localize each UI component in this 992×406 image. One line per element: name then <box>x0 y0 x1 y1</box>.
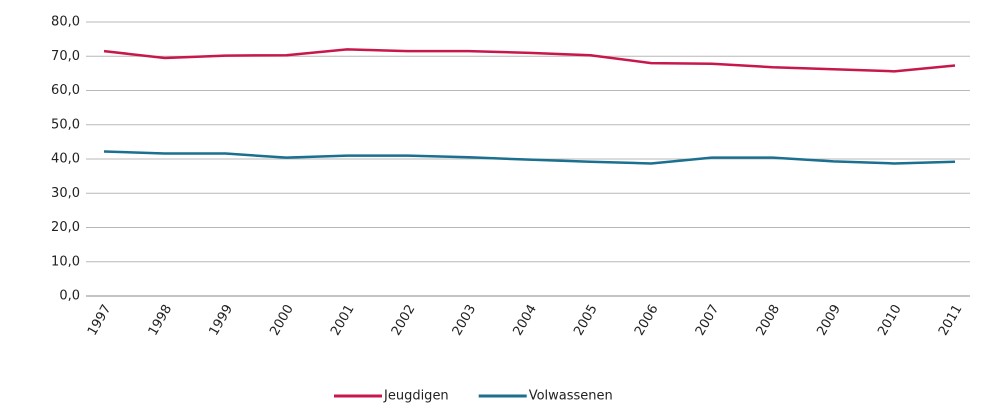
x-tick-label: 2011 <box>936 302 966 338</box>
x-tick-label: 2005 <box>571 302 601 338</box>
x-tick-label: 1999 <box>207 302 237 338</box>
x-tick-label: 1998 <box>146 302 176 338</box>
y-tick-label: 10,0 <box>51 254 80 269</box>
x-tick-label: 2002 <box>389 302 419 338</box>
y-tick-label: 60,0 <box>51 83 80 98</box>
x-tick-label: 2007 <box>693 302 723 338</box>
y-tick-label: 20,0 <box>51 220 80 235</box>
series-line <box>103 48 956 73</box>
legend-label: Jeugdigen <box>383 389 449 404</box>
y-tick-label: 30,0 <box>51 186 80 201</box>
y-tick-label: 0,0 <box>59 289 80 304</box>
x-tick-label: 2009 <box>814 302 844 338</box>
y-tick-label: 40,0 <box>51 152 80 167</box>
series-line <box>103 150 956 165</box>
x-tick-label: 2008 <box>754 302 784 338</box>
y-tick-label: 50,0 <box>51 117 80 132</box>
y-tick-label: 80,0 <box>51 15 80 30</box>
x-tick-label: 2010 <box>875 302 905 338</box>
legend-label: Volwassenen <box>529 389 613 404</box>
x-tick-label: 2006 <box>632 302 662 338</box>
x-tick-label: 2000 <box>267 302 297 338</box>
x-tick-label: 2004 <box>510 302 540 338</box>
x-tick-label: 2003 <box>450 302 480 338</box>
y-tick-label: 70,0 <box>51 49 80 64</box>
x-tick-label: 2001 <box>328 302 358 338</box>
x-tick-label: 1997 <box>85 302 115 338</box>
